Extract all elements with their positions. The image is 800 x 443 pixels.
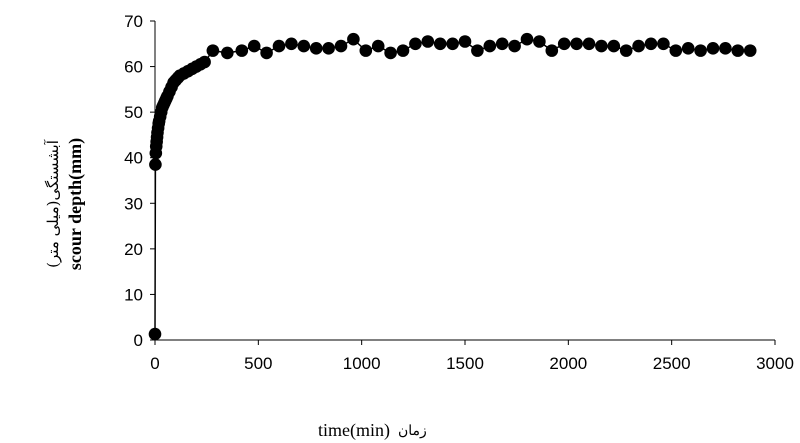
data-point	[272, 39, 286, 53]
data-point	[309, 42, 323, 55]
x-tick-label: 500	[244, 354, 272, 373]
data-point	[371, 39, 385, 53]
data-point	[458, 35, 472, 48]
data-point	[235, 44, 249, 57]
y-tick-label: 20	[124, 240, 143, 259]
y-tick-label: 0	[134, 331, 143, 350]
data-point	[260, 46, 273, 60]
y-tick-label: 10	[124, 285, 143, 304]
data-point	[483, 39, 497, 53]
x-tick-label: 2000	[549, 354, 587, 373]
data-point	[396, 44, 410, 57]
plot-area	[148, 21, 775, 341]
data-point	[607, 39, 621, 53]
data-point	[619, 44, 633, 57]
data-point	[743, 44, 757, 57]
y-tick-label: 30	[124, 194, 143, 213]
data-point	[206, 44, 220, 57]
data-point	[384, 46, 397, 60]
data-point	[595, 39, 608, 53]
y-tick-label: 50	[124, 103, 143, 122]
data-point	[359, 44, 373, 57]
data-point	[446, 37, 459, 51]
y-axis-label: scour depth(mm)	[65, 138, 86, 270]
x-tick-label: 0	[150, 354, 159, 373]
y-tick-label: 40	[124, 149, 143, 168]
data-point	[247, 39, 261, 53]
data-point	[347, 32, 360, 46]
x-tick-label: 2500	[653, 354, 691, 373]
data-point	[719, 42, 732, 55]
data-point	[495, 37, 509, 51]
data-point	[433, 37, 447, 51]
data-point	[148, 327, 162, 341]
data-point	[409, 37, 422, 51]
data-point	[221, 46, 234, 60]
x-tick-label: 1000	[343, 354, 381, 373]
data-point	[582, 37, 596, 51]
x-axis-label: time(min)	[318, 420, 390, 441]
y-tick-label: 70	[124, 12, 143, 31]
x-tick-label: 1500	[446, 354, 484, 373]
x-axis-ticks: 0 500 1000 1500 2000 2500 3000	[150, 340, 794, 373]
y-tick-label: 60	[124, 58, 143, 77]
data-point	[471, 44, 484, 57]
x-axis-label-persian: زمان	[398, 423, 427, 439]
y-axis-label-persian: آبشستگی(میلی متر)	[44, 139, 62, 268]
data-point	[334, 39, 348, 53]
data-point	[681, 42, 695, 55]
x-tick-label: 3000	[756, 354, 794, 373]
data-point	[632, 39, 645, 53]
data-point	[285, 37, 298, 51]
data-point	[557, 37, 571, 51]
y-axis-ticks: 0 10 20 30 40 50 60 70	[124, 12, 155, 350]
data-point	[421, 35, 435, 48]
data-point	[669, 44, 683, 57]
data-point	[545, 44, 559, 57]
data-point	[297, 39, 311, 53]
data-point	[508, 39, 521, 53]
data-point	[149, 158, 162, 171]
data-point	[520, 32, 534, 46]
data-point	[731, 44, 745, 57]
data-point	[570, 37, 583, 51]
data-point	[657, 37, 670, 51]
data-point	[533, 35, 546, 48]
data-point	[322, 42, 335, 55]
data-point	[644, 37, 658, 51]
series-line	[154, 38, 751, 335]
data-point	[694, 44, 707, 57]
data-point	[198, 55, 211, 69]
data-point	[706, 42, 720, 55]
